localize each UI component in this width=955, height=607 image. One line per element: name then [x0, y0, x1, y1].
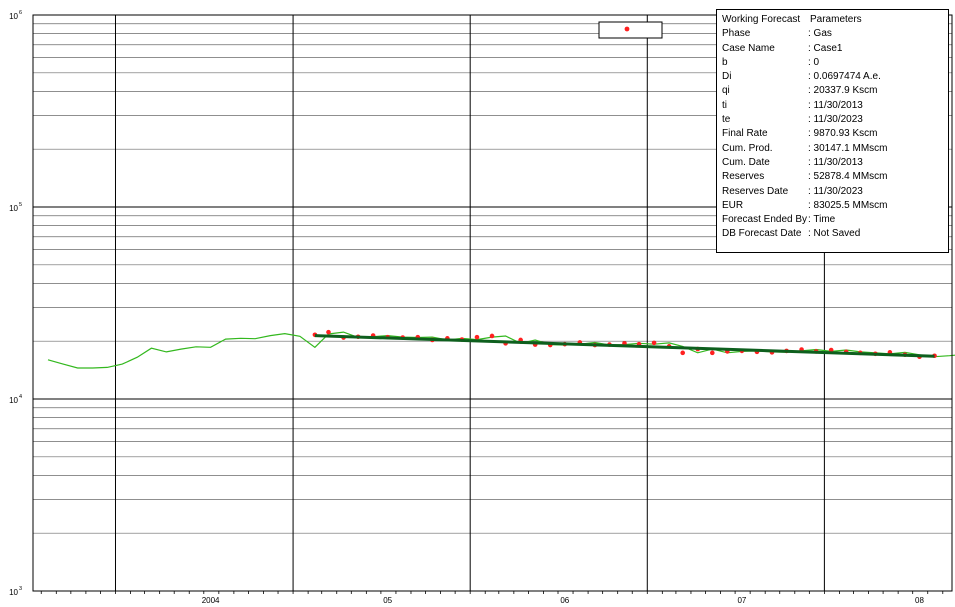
parameter-name: Forecast Ended By	[722, 214, 808, 226]
parameter-name: Di	[722, 71, 732, 83]
parameter-value: : 20337.9 Kscm	[808, 85, 878, 97]
y-tick-base: 10	[9, 12, 18, 21]
parameter-name: qi	[722, 85, 730, 97]
parameter-row: EUR : 83025.5 MMscm	[722, 199, 948, 213]
parameter-value: : 52878.4 MMscm	[808, 171, 888, 183]
parameter-value: : 11/30/2013	[808, 156, 863, 168]
x-tick-label: 05	[383, 596, 392, 605]
parameter-value: : Case1	[808, 42, 843, 54]
parameter-value: : 0.0697474 A.e.	[808, 71, 881, 83]
y-tick-base: 10	[9, 588, 18, 597]
y-tick-exponent: 4	[19, 394, 22, 400]
data-point	[474, 334, 480, 340]
parameter-row: Forecast Ended By: Time	[722, 213, 948, 227]
parameter-value: : 11/30/2023	[808, 185, 863, 197]
y-tick-exponent: 6	[19, 10, 22, 16]
parameter-row: DB Forecast Date : Not Saved	[722, 227, 948, 241]
parameter-row: Reserves : 52878.4 MMscm	[722, 170, 948, 184]
parameter-row: Case Name : Case1	[722, 42, 948, 56]
parameters-header-title: Parameters	[810, 14, 862, 25]
parameter-value: : 83025.5 MMscm	[808, 199, 888, 211]
history-line	[47, 331, 955, 369]
series-layer	[47, 329, 955, 369]
parameter-name: EUR	[722, 199, 744, 211]
parameter-value: : 11/30/2013	[808, 99, 863, 111]
parameters-rows: Phase : Gas Case Name : Case1 b : 0 Di : 0.0697…	[722, 27, 948, 241]
parameter-row: te : 11/30/2023	[722, 113, 948, 127]
parameter-name: Final Rate	[722, 128, 768, 140]
data-point	[489, 333, 495, 339]
y-tick-exponent: 5	[19, 202, 22, 208]
parameter-name: ti	[722, 99, 727, 111]
parameter-name: te	[722, 114, 731, 126]
parameter-value: : Not Saved	[808, 228, 861, 240]
x-tick-label: 08	[915, 596, 924, 605]
parameter-name: b	[722, 56, 728, 68]
parameter-name: DB Forecast Date	[722, 228, 802, 240]
data-point	[651, 340, 657, 346]
data-point	[680, 350, 686, 356]
parameter-row: Final Rate : 9870.93 Kscm	[722, 127, 948, 141]
parameter-row: qi : 20337.9 Kscm	[722, 84, 948, 98]
parameter-row: Phase : Gas	[722, 27, 948, 41]
parameter-row: ti : 11/30/2013	[722, 99, 948, 113]
parameter-row: Reserves Date : 11/30/2023	[722, 185, 948, 199]
parameter-name: Reserves	[722, 171, 765, 183]
parameter-row: Di : 0.0697474 A.e.	[722, 70, 948, 84]
parameter-name: Cum. Prod.	[722, 142, 773, 154]
legend-box	[598, 21, 663, 39]
forecast-parameters-panel: Working Forecast Parameters Phase : Gas Ca…	[716, 9, 949, 253]
parameter-row: Cum. Date : 11/30/2013	[722, 156, 948, 170]
legend-marker	[624, 26, 630, 32]
legend	[598, 21, 663, 39]
data-point	[828, 347, 834, 353]
parameter-value: : 0	[808, 56, 820, 68]
parameter-row: b : 0	[722, 56, 948, 70]
data-point	[326, 329, 331, 335]
parameter-name: Case Name	[722, 42, 775, 54]
parameter-name: Cum. Date	[722, 156, 770, 168]
parameter-row: Cum. Prod. : 30147.1 MMscm	[722, 142, 948, 156]
data-point	[710, 350, 715, 356]
y-tick-exponent: 3	[19, 586, 22, 592]
parameter-value: : Gas	[808, 28, 832, 40]
parameters-header: Working Forecast Parameters	[722, 13, 948, 27]
plot-frame	[32, 14, 953, 592]
y-tick-base: 10	[9, 204, 18, 213]
parameter-value: : Time	[808, 214, 836, 226]
parameters-header-label: Working Forecast	[722, 14, 801, 25]
parameter-value: : 11/30/2023	[808, 114, 863, 126]
x-tick-label: 06	[560, 596, 569, 605]
x-tick-label: 07	[737, 596, 746, 605]
forecast-line	[314, 334, 935, 358]
parameter-value: : 9870.93 Kscm	[808, 128, 878, 140]
parameter-name: Reserves Date	[722, 185, 789, 197]
parameter-value: : 30147.1 MMscm	[808, 142, 888, 154]
x-tick-label: 2004	[202, 596, 220, 605]
y-tick-base: 10	[9, 396, 18, 405]
parameter-name: Phase	[722, 28, 751, 40]
